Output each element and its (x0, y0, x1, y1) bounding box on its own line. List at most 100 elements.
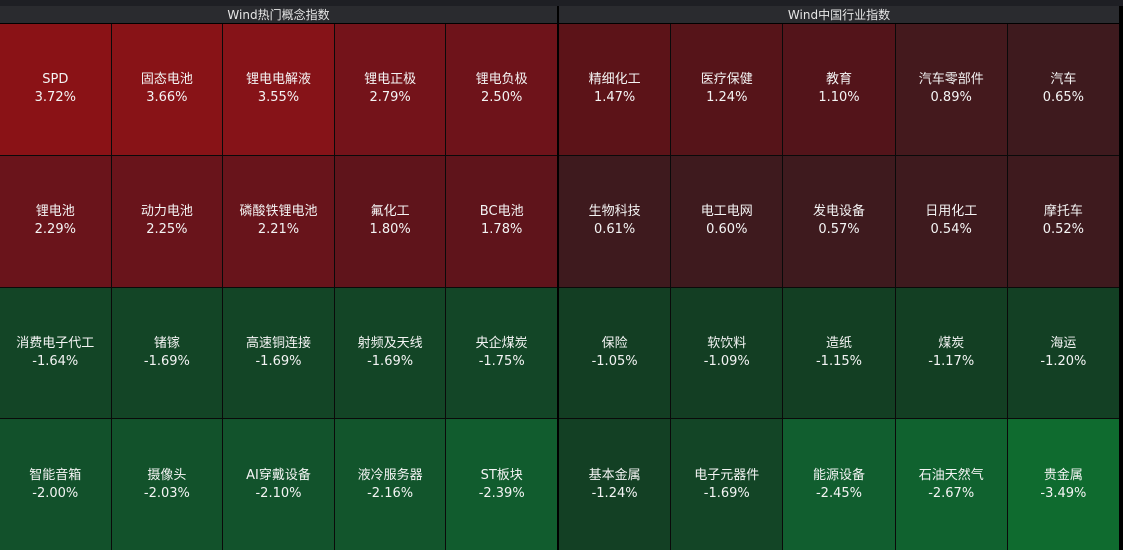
tile-name: BC电池 (479, 204, 524, 220)
heatmap-tile[interactable]: 发电设备 0.57% (783, 155, 895, 287)
tile-percent: -1.17% (928, 353, 975, 369)
tile-percent: 0.52% (1042, 222, 1085, 238)
tile-percent: 1.47% (593, 90, 636, 106)
tile-percent: 1.80% (369, 222, 411, 238)
tile-percent: -1.69% (143, 353, 190, 369)
tile-name: 电子元器件 (694, 467, 760, 483)
tile-name: 智能音箱 (29, 467, 82, 483)
tile-percent: 3.66% (146, 90, 188, 106)
heatmap-tile[interactable]: BC电池 1.78% (446, 155, 557, 287)
tile-name: 造纸 (825, 335, 852, 351)
heatmap-tile[interactable]: 保险 -1.05% (559, 287, 671, 419)
tile-percent: 0.54% (930, 222, 972, 238)
tile-percent: -2.03% (143, 485, 190, 501)
tile-percent: 1.10% (818, 90, 860, 106)
heatmap-tile[interactable]: 电子元器件 -1.69% (671, 419, 783, 550)
heatmap-tile[interactable]: 电工电网 0.60% (671, 155, 783, 287)
tile-name: 煤炭 (938, 335, 965, 351)
tile-percent: 0.89% (930, 90, 972, 106)
heatmap-tile[interactable]: 石油天然气 -2.67% (895, 419, 1007, 550)
tile-percent: -2.67% (928, 485, 975, 501)
heatmap-tile[interactable]: 贵金属 -3.49% (1007, 419, 1119, 550)
heatmap-tile[interactable]: 医疗保健 1.24% (671, 24, 783, 155)
panel-wind-china-industry: Wind中国行业指数 精细化工 1.47% 医疗保健 1.24% 教育 1.10% 汽车零部… (559, 6, 1119, 550)
tile-name: 锂电电解液 (245, 72, 311, 88)
tile-name: 锂电池 (35, 204, 75, 220)
tile-name: 教育 (825, 72, 852, 88)
tile-name: 精细化工 (588, 72, 641, 88)
heatmap-tile[interactable]: 氟化工 1.80% (334, 155, 446, 287)
tile-percent: 1.78% (481, 222, 523, 238)
heatmap-tile[interactable]: 汽车 0.65% (1007, 24, 1119, 155)
heatmap-tile[interactable]: 煤炭 -1.17% (895, 287, 1007, 419)
tile-percent: 2.50% (481, 90, 523, 106)
tile-name: 海运 (1050, 335, 1077, 351)
tile-name: 高速铜连接 (245, 335, 311, 351)
tile-name: 锂电正极 (364, 72, 417, 88)
tile-percent: 2.21% (257, 222, 300, 238)
heatmap-tile[interactable]: 射频及天线 -1.69% (334, 287, 446, 419)
heatmap-grid: SPD 3.72% 固态电池 3.66% 锂电电解液 3.55% 锂电正极 2.79% 锂电负极… (0, 24, 557, 550)
heatmap-tile[interactable]: 动力电池 2.25% (111, 155, 223, 287)
heatmap-tile[interactable]: 软饮料 -1.09% (671, 287, 783, 419)
heatmap-tile[interactable]: ST板块 -2.39% (446, 419, 557, 550)
heatmap-tile[interactable]: 摄像头 -2.03% (111, 419, 223, 550)
tile-percent: -1.69% (255, 353, 302, 369)
tile-percent: -1.09% (703, 353, 750, 369)
heatmap-tile[interactable]: 固态电池 3.66% (111, 24, 223, 155)
heatmap-tile[interactable]: 生物科技 0.61% (559, 155, 671, 287)
tile-percent: 3.72% (34, 90, 76, 106)
panel-title: Wind热门概念指数 (0, 6, 557, 24)
tile-name: 日用化工 (925, 204, 978, 220)
tile-name: 软饮料 (707, 335, 747, 351)
tile-percent: -3.49% (1040, 485, 1087, 501)
heatmap-tile[interactable]: 锂电池 2.29% (0, 155, 111, 287)
tile-percent: 0.57% (818, 222, 860, 238)
heatmap-tile[interactable]: 磷酸铁锂电池 2.21% (223, 155, 334, 287)
tile-name: 医疗保健 (700, 72, 753, 88)
heatmap-tile[interactable]: 锗镓 -1.69% (111, 287, 223, 419)
heatmap-tile[interactable]: 摩托车 0.52% (1007, 155, 1119, 287)
tile-name: ST板块 (480, 467, 523, 483)
heatmap-tile[interactable]: AI穿戴设备 -2.10% (223, 419, 334, 550)
tile-percent: 1.24% (706, 90, 748, 106)
tile-percent: -1.69% (367, 353, 414, 369)
heatmap-tile[interactable]: 锂电正极 2.79% (334, 24, 446, 155)
panel-title: Wind中国行业指数 (559, 6, 1119, 24)
tile-percent: -1.69% (703, 485, 750, 501)
tile-percent: -2.16% (367, 485, 414, 501)
tile-percent: -1.64% (32, 353, 79, 369)
heatmap-tile[interactable]: 液冷服务器 -2.16% (334, 419, 446, 550)
heatmap-tile[interactable]: 高速铜连接 -1.69% (223, 287, 334, 419)
heatmap-tile[interactable]: 锂电电解液 3.55% (223, 24, 334, 155)
tile-percent: -1.05% (591, 353, 638, 369)
heatmap-tile[interactable]: 精细化工 1.47% (559, 24, 671, 155)
heatmap-grid: 精细化工 1.47% 医疗保健 1.24% 教育 1.10% 汽车零部件 0.89% 汽车 0.6… (559, 24, 1119, 550)
tile-percent: 2.29% (34, 222, 76, 238)
heatmap-tile[interactable]: 海运 -1.20% (1007, 287, 1119, 419)
heatmap-tile[interactable]: 教育 1.10% (783, 24, 895, 155)
tile-percent: -1.75% (478, 353, 525, 369)
tile-percent: 2.79% (369, 90, 411, 106)
heatmap-tile[interactable]: 智能音箱 -2.00% (0, 419, 111, 550)
tile-name: 液冷服务器 (357, 467, 423, 483)
heatmap-tile[interactable]: 造纸 -1.15% (783, 287, 895, 419)
heatmap-tile[interactable]: 基本金属 -1.24% (559, 419, 671, 550)
tile-name: 氟化工 (370, 204, 410, 220)
heatmap-tile[interactable]: 消费电子代工 -1.64% (0, 287, 111, 419)
tile-name: 磷酸铁锂电池 (239, 204, 318, 220)
tile-percent: -1.15% (815, 353, 862, 369)
tile-percent: 2.25% (146, 222, 188, 238)
heatmap-tile[interactable]: 汽车零部件 0.89% (895, 24, 1007, 155)
heatmap-tile[interactable]: 锂电负极 2.50% (446, 24, 557, 155)
heatmap-tile[interactable]: 央企煤炭 -1.75% (446, 287, 557, 419)
tile-name: 固态电池 (140, 72, 193, 88)
tile-percent: 0.61% (593, 222, 636, 238)
heatmap-tile[interactable]: 能源设备 -2.45% (783, 419, 895, 550)
tile-name: 能源设备 (812, 467, 865, 483)
tile-name: SPD (42, 72, 69, 88)
heatmap-tile[interactable]: 日用化工 0.54% (895, 155, 1007, 287)
heatmap-tile[interactable]: SPD 3.72% (0, 24, 111, 155)
tile-name: 汽车零部件 (918, 72, 984, 88)
tile-percent: 3.55% (257, 90, 300, 106)
